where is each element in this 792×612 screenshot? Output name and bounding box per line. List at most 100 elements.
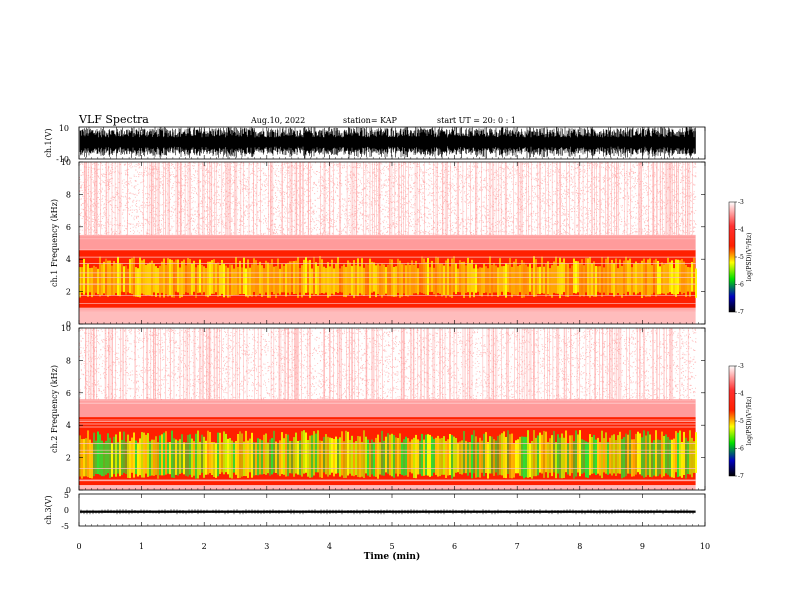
core-column bbox=[615, 258, 617, 296]
core-column bbox=[453, 256, 455, 293]
core-column bbox=[209, 432, 211, 474]
core-column bbox=[409, 264, 411, 296]
core-column bbox=[493, 439, 495, 476]
core-column bbox=[107, 260, 109, 297]
figure-title: VLF Spectra bbox=[78, 113, 149, 126]
core-column bbox=[219, 265, 221, 296]
core-column bbox=[421, 433, 423, 476]
core-column bbox=[565, 263, 567, 297]
core-column bbox=[137, 268, 139, 297]
core-column bbox=[681, 259, 683, 295]
core-column bbox=[129, 441, 131, 479]
core-column bbox=[667, 437, 669, 475]
core-column bbox=[233, 442, 235, 473]
core-column bbox=[335, 263, 337, 293]
ch1-waveform-panel: 10 -10 ch.1(V) bbox=[44, 124, 706, 164]
ch3-ylabel: ch.3(V) bbox=[44, 495, 53, 524]
core-column bbox=[397, 438, 399, 477]
core-column bbox=[91, 267, 93, 298]
core-column bbox=[345, 266, 347, 298]
low-zone bbox=[79, 307, 696, 324]
core-column bbox=[335, 436, 337, 474]
core-column bbox=[635, 261, 637, 295]
core-column bbox=[149, 262, 151, 296]
core-column bbox=[217, 432, 219, 477]
core-column bbox=[645, 435, 647, 477]
core-column bbox=[95, 440, 97, 474]
core-column bbox=[195, 433, 197, 479]
core-column bbox=[353, 260, 355, 298]
core-column bbox=[619, 431, 621, 474]
core-column bbox=[425, 262, 427, 295]
core-column bbox=[613, 263, 615, 297]
core-column bbox=[573, 258, 575, 293]
spectrogram-ytick-label: 6 bbox=[66, 389, 71, 398]
core-column bbox=[185, 442, 187, 476]
core-column bbox=[645, 262, 647, 297]
core-column bbox=[339, 268, 341, 292]
core-column bbox=[157, 268, 159, 294]
core-column bbox=[435, 437, 437, 475]
core-column bbox=[333, 268, 335, 295]
core-column bbox=[509, 434, 511, 479]
core-column bbox=[665, 434, 667, 474]
core-column bbox=[559, 257, 561, 299]
core-column bbox=[519, 436, 521, 476]
core-column bbox=[327, 262, 329, 298]
core-column bbox=[443, 265, 445, 296]
core-column bbox=[119, 263, 121, 297]
core-column bbox=[483, 433, 485, 477]
core-column bbox=[451, 258, 453, 298]
core-column bbox=[331, 438, 333, 473]
core-column bbox=[161, 434, 163, 476]
core-column bbox=[627, 260, 629, 292]
low-zone bbox=[79, 485, 696, 490]
core-column bbox=[563, 437, 565, 478]
core-column bbox=[177, 259, 179, 293]
core-column bbox=[231, 440, 233, 479]
core-column bbox=[533, 256, 535, 297]
core-column bbox=[375, 437, 377, 477]
core-column bbox=[621, 439, 623, 479]
core-column bbox=[475, 264, 477, 293]
core-column bbox=[409, 441, 411, 473]
core-column bbox=[257, 265, 259, 296]
core-column bbox=[665, 263, 667, 296]
core-column bbox=[101, 440, 103, 477]
core-column bbox=[249, 438, 251, 473]
core-column bbox=[329, 266, 331, 297]
spectrogram-ytick-label: 8 bbox=[66, 356, 71, 365]
core-column bbox=[221, 260, 223, 294]
core-column bbox=[247, 259, 249, 298]
core-column bbox=[463, 431, 465, 474]
core-column bbox=[141, 432, 143, 478]
core-column bbox=[695, 432, 697, 473]
start-time-label: start UT = 20: 0 : 1 bbox=[437, 116, 516, 125]
core-column bbox=[305, 432, 307, 473]
core-column bbox=[675, 431, 677, 473]
core-column bbox=[479, 437, 481, 478]
core-column bbox=[599, 442, 601, 476]
core-column bbox=[123, 266, 125, 293]
core-column bbox=[141, 260, 143, 294]
core-column bbox=[525, 436, 527, 478]
core-column bbox=[175, 439, 177, 475]
time-tick-label: 0 bbox=[76, 542, 81, 551]
core-column bbox=[205, 440, 207, 475]
core-column bbox=[631, 267, 633, 296]
core-column bbox=[233, 268, 235, 296]
core-column bbox=[99, 434, 101, 475]
core-column bbox=[473, 268, 475, 298]
core-column bbox=[175, 259, 177, 292]
core-column bbox=[547, 261, 549, 295]
core-column bbox=[317, 430, 319, 473]
core-column bbox=[559, 437, 561, 479]
core-column bbox=[543, 430, 545, 478]
core-column bbox=[555, 442, 557, 479]
spectrogram-ytick-label: 0 bbox=[66, 320, 71, 329]
core-column bbox=[183, 442, 185, 475]
core-column bbox=[407, 262, 409, 297]
core-column bbox=[467, 257, 469, 293]
colorbar-label: log(PSD)(V²/Hz) bbox=[746, 233, 753, 282]
core-column bbox=[271, 438, 273, 475]
